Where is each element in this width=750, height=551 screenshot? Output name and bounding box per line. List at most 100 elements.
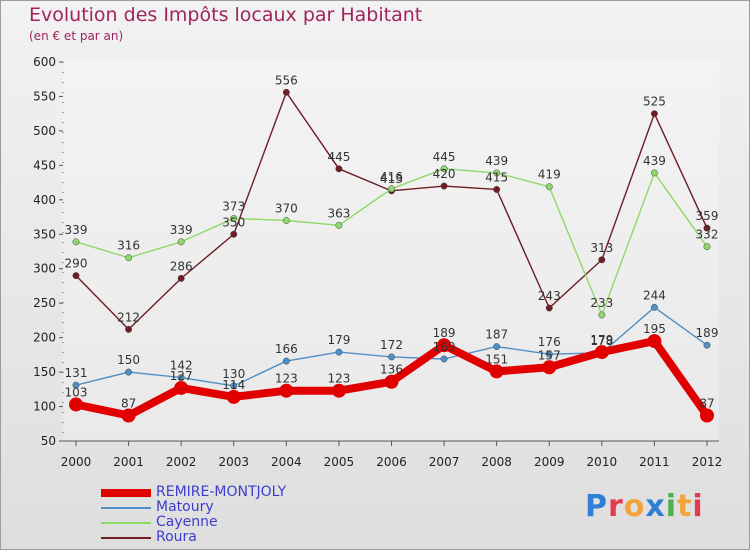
data-point <box>226 389 241 404</box>
data-label: 419 <box>538 168 561 182</box>
y-tick-label: 500 <box>33 124 56 138</box>
data-point <box>335 221 343 229</box>
data-point <box>594 345 609 360</box>
x-tick-label: 2004 <box>271 455 302 469</box>
data-point <box>493 169 501 177</box>
x-tick-label: 2002 <box>166 455 197 469</box>
data-point <box>72 272 80 280</box>
data-label: 286 <box>170 259 193 273</box>
data-label: 370 <box>275 201 298 215</box>
legend-swatch <box>101 536 151 539</box>
data-point <box>121 408 136 423</box>
legend-swatch <box>101 488 151 497</box>
data-point <box>598 256 606 264</box>
data-point <box>177 238 185 246</box>
data-point <box>440 182 448 190</box>
chart-legend: REMIRE-MONTJOLY Matoury Cayenne Roura <box>101 485 361 545</box>
data-point <box>335 165 343 173</box>
y-tick-label: 450 <box>33 158 56 172</box>
legend-label: Cayenne <box>156 514 218 530</box>
data-label: 166 <box>275 342 298 356</box>
data-point <box>384 374 399 389</box>
legend-swatch <box>101 521 151 524</box>
data-point <box>72 238 80 246</box>
data-label: 151 <box>485 352 508 366</box>
data-label: 359 <box>696 209 719 223</box>
data-label: 131 <box>65 366 88 380</box>
y-tick-label: 50 <box>41 434 56 448</box>
proxiti-logo: Proxiti <box>585 489 704 524</box>
x-tick-label: 2010 <box>587 455 618 469</box>
data-label: 179 <box>327 333 350 347</box>
data-point <box>703 224 711 232</box>
legend-item: Matoury <box>101 500 361 515</box>
data-point <box>545 183 553 191</box>
data-label: 136 <box>380 363 403 377</box>
data-point <box>230 382 238 390</box>
data-point <box>647 334 662 349</box>
chart-title: Evolution des Impôts locaux par Habitant <box>29 4 423 26</box>
data-label: 420 <box>433 167 456 181</box>
x-tick-label: 2011 <box>639 455 670 469</box>
data-label: 103 <box>65 385 88 399</box>
data-point <box>545 350 553 358</box>
data-point <box>650 110 658 118</box>
data-label: 439 <box>485 154 508 168</box>
data-point <box>700 408 714 423</box>
data-point <box>703 341 711 349</box>
data-label: 313 <box>590 241 613 255</box>
data-label: 363 <box>327 206 350 220</box>
data-label: 525 <box>643 95 666 109</box>
data-point <box>174 380 189 395</box>
y-tick-label: 350 <box>33 227 56 241</box>
data-label: 123 <box>327 372 350 386</box>
x-tick-label: 2012 <box>692 455 723 469</box>
data-label: 189 <box>433 326 456 340</box>
data-label: 439 <box>643 154 666 168</box>
x-tick-label: 2003 <box>218 455 249 469</box>
data-point <box>279 383 294 398</box>
data-point <box>489 364 504 379</box>
data-label: 212 <box>117 310 140 324</box>
data-label: 157 <box>538 348 561 362</box>
data-label: 415 <box>485 170 508 184</box>
data-point <box>388 185 395 193</box>
data-point <box>437 338 452 353</box>
data-point <box>177 374 185 382</box>
data-label: 127 <box>170 369 193 383</box>
data-label: 350 <box>222 215 245 229</box>
x-tick-label: 2009 <box>534 455 565 469</box>
data-label: 178 <box>590 334 613 348</box>
data-point <box>542 360 557 375</box>
data-label: 413 <box>380 172 403 186</box>
data-point <box>650 169 658 177</box>
x-tick-label: 2008 <box>481 455 512 469</box>
data-point <box>72 381 80 389</box>
data-point <box>282 357 290 365</box>
y-tick-label: 200 <box>33 331 56 345</box>
data-label: 332 <box>696 228 719 242</box>
data-point <box>125 254 133 262</box>
data-point <box>650 303 658 311</box>
data-label: 445 <box>327 150 350 164</box>
y-tick-label: 150 <box>33 365 56 379</box>
data-point <box>177 274 185 282</box>
data-label: 290 <box>65 257 88 271</box>
data-point <box>545 304 553 312</box>
y-tick-label: 250 <box>33 296 56 310</box>
data-label: 244 <box>643 288 666 302</box>
data-point <box>598 311 606 319</box>
data-point <box>388 353 395 361</box>
legend-item: REMIRE-MONTJOLY <box>101 485 361 500</box>
legend-label: REMIRE-MONTJOLY <box>156 484 287 500</box>
data-label: 87 <box>121 397 136 411</box>
data-point <box>125 325 133 333</box>
data-label: 123 <box>275 372 298 386</box>
data-label: 243 <box>538 289 561 303</box>
data-label: 142 <box>170 359 193 373</box>
data-point <box>230 214 238 222</box>
x-tick-label: 2007 <box>429 455 460 469</box>
y-tick-label: 550 <box>33 89 56 103</box>
data-label: 339 <box>65 223 88 237</box>
